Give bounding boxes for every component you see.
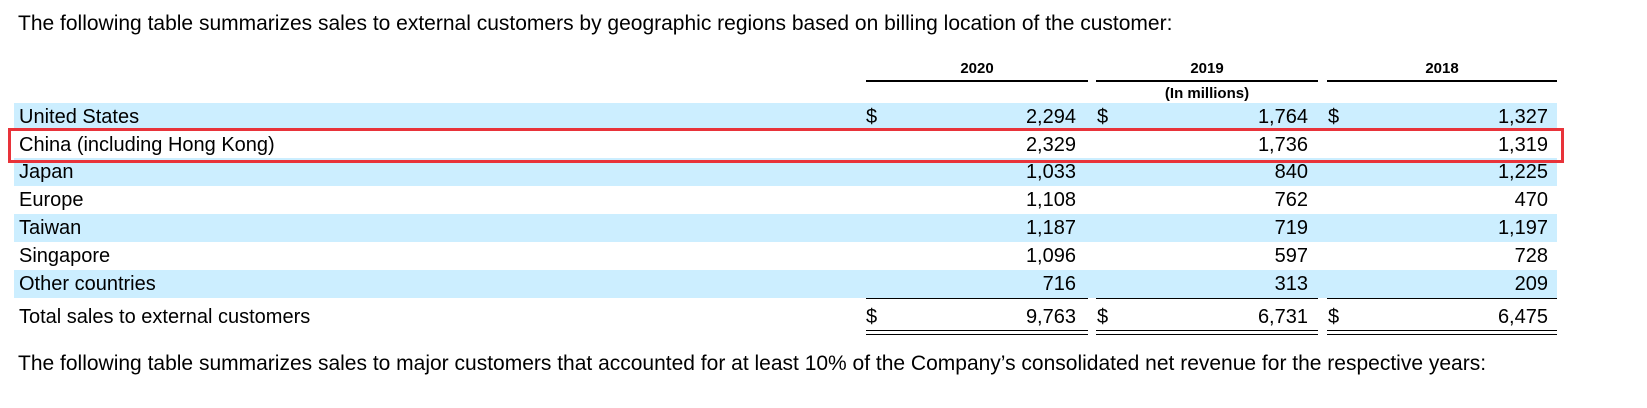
table-row: Taiwan 1,187 719 1,197 bbox=[14, 214, 1557, 242]
column-header-2018: 2018 bbox=[1425, 60, 1459, 77]
value-2020: 1,096 bbox=[1025, 245, 1076, 267]
row-label: Singapore bbox=[19, 245, 111, 267]
currency-symbol: $ bbox=[866, 306, 878, 328]
table-row: Singapore 1,096 597 728 bbox=[14, 242, 1557, 270]
row-label: Taiwan bbox=[19, 217, 82, 239]
total-label: Total sales to external customers bbox=[19, 306, 311, 328]
value-2018: 209 bbox=[1514, 273, 1548, 295]
value-2018: 1,225 bbox=[1497, 161, 1548, 183]
value-2019: 313 bbox=[1274, 273, 1308, 295]
row-label: Other countries bbox=[19, 273, 156, 295]
currency-symbol: $ bbox=[866, 106, 878, 128]
currency-symbol: $ bbox=[1097, 306, 1109, 328]
table-row: Japan 1,033 840 1,225 bbox=[14, 158, 1557, 186]
row-label: United States bbox=[19, 106, 140, 128]
row-label: Europe bbox=[19, 189, 84, 211]
currency-symbol: $ bbox=[1328, 306, 1340, 328]
header-rule bbox=[1327, 80, 1557, 82]
value-2020: 1,187 bbox=[1025, 217, 1076, 239]
total-double-rule bbox=[1096, 330, 1318, 335]
table-row: China (including Hong Kong) 2,329 1,736 … bbox=[14, 131, 1557, 159]
value-2018: 1,319 bbox=[1497, 134, 1548, 156]
subtotal-rule bbox=[1327, 298, 1557, 299]
value-2020: 1,108 bbox=[1025, 189, 1076, 211]
total-double-rule bbox=[1327, 330, 1557, 335]
value-2018: 1,197 bbox=[1497, 217, 1548, 239]
table-row: Other countries 716 313 209 bbox=[14, 270, 1557, 298]
value-2020: 2,329 bbox=[1025, 134, 1076, 156]
currency-symbol: $ bbox=[1328, 106, 1340, 128]
value-2020: 716 bbox=[1042, 273, 1076, 295]
value-2018: 728 bbox=[1514, 245, 1548, 267]
total-double-rule bbox=[866, 330, 1088, 335]
total-row: Total sales to external customers $ 9,76… bbox=[14, 303, 1557, 331]
value-2020: 2,294 bbox=[1025, 106, 1076, 128]
value-2019: 1,736 bbox=[1257, 134, 1308, 156]
intro-paragraph: The following table summarizes sales to … bbox=[18, 12, 1173, 35]
value-2020: 1,033 bbox=[1025, 161, 1076, 183]
subtotal-rule bbox=[866, 298, 1088, 299]
total-2019: 6,731 bbox=[1257, 306, 1308, 328]
table-row: United States $ 2,294 $ 1,764 $ 1,327 bbox=[14, 103, 1557, 131]
total-2018: 6,475 bbox=[1497, 306, 1548, 328]
row-label: China (including Hong Kong) bbox=[19, 134, 275, 156]
value-2019: 1,764 bbox=[1257, 106, 1308, 128]
row-label: Japan bbox=[19, 161, 74, 183]
header-rule bbox=[866, 80, 1088, 82]
value-2019: 719 bbox=[1274, 217, 1308, 239]
value-2019: 840 bbox=[1274, 161, 1308, 183]
column-header-2019: 2019 bbox=[1190, 60, 1224, 77]
subtotal-rule bbox=[1096, 298, 1318, 299]
column-header-2020: 2020 bbox=[960, 60, 994, 77]
value-2018: 1,327 bbox=[1497, 106, 1548, 128]
total-2020: 9,763 bbox=[1025, 306, 1076, 328]
value-2019: 762 bbox=[1274, 189, 1308, 211]
value-2018: 470 bbox=[1514, 189, 1548, 211]
following-paragraph: The following table summarizes sales to … bbox=[18, 352, 1487, 375]
units-label: (In millions) bbox=[1164, 85, 1250, 102]
currency-symbol: $ bbox=[1097, 106, 1109, 128]
value-2019: 597 bbox=[1274, 245, 1308, 267]
table-row: Europe 1,108 762 470 bbox=[14, 186, 1557, 214]
header-rule bbox=[1096, 80, 1318, 82]
